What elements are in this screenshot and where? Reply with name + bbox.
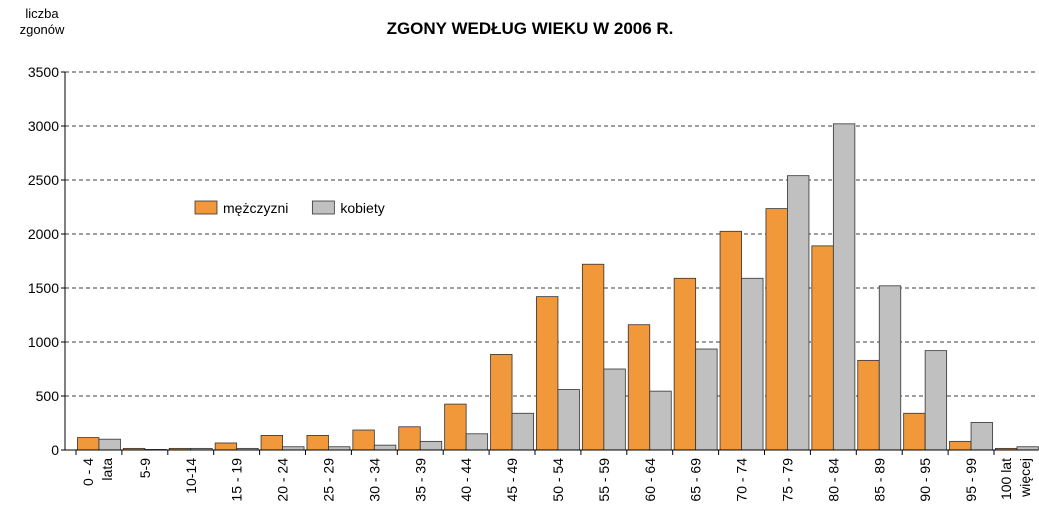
y-tick-label: 2500 xyxy=(28,172,59,188)
legend-label: mężczyzni xyxy=(223,200,288,216)
bar xyxy=(373,444,397,451)
bar xyxy=(419,440,443,451)
x-tick-label: 85 - 89 xyxy=(871,458,887,502)
x-tick-label: 0 - 4 lata xyxy=(80,458,115,486)
x-tick-label: 65 - 69 xyxy=(688,458,704,502)
bar xyxy=(557,389,580,451)
x-tick-label: 5-9 xyxy=(137,458,153,478)
bar xyxy=(857,359,880,451)
legend-label: kobiety xyxy=(340,200,384,216)
bar xyxy=(673,277,697,451)
x-tick-label: 50 - 54 xyxy=(550,458,566,502)
bar xyxy=(811,245,834,451)
bar xyxy=(603,368,626,451)
x-tick-label: 90 - 95 xyxy=(917,458,933,502)
bar xyxy=(98,438,121,451)
bar xyxy=(832,123,856,451)
y-tick-label: 500 xyxy=(36,388,60,404)
legend-swatch xyxy=(311,200,335,215)
x-tick-label: 75 - 79 xyxy=(779,458,795,502)
y-tick-label: 1000 xyxy=(28,334,59,350)
chart-title: ZGONY WEDŁUG WIEKU W 2006 R. xyxy=(387,19,674,38)
bar xyxy=(627,324,651,451)
bar xyxy=(649,390,672,451)
x-tick-label: 20 - 24 xyxy=(275,458,291,502)
y-tick-label: 2000 xyxy=(28,226,59,242)
x-tick-label: 95 - 99 xyxy=(963,458,979,502)
x-tick-label: 45 - 49 xyxy=(504,458,520,502)
bar xyxy=(465,433,489,451)
x-tick-label: 55 - 59 xyxy=(596,458,612,502)
bar xyxy=(695,348,718,451)
x-tick-label: 30 - 34 xyxy=(366,458,382,502)
x-tick-label: 35 - 39 xyxy=(412,458,428,502)
x-tick-label: 80 - 84 xyxy=(825,458,841,502)
bar xyxy=(787,175,810,451)
x-tick-label: 100 lat więcej xyxy=(998,458,1033,500)
bar xyxy=(398,426,421,451)
x-tick-label: 15 - 19 xyxy=(229,458,245,502)
bar xyxy=(581,263,605,451)
bar xyxy=(511,412,534,451)
legend-swatch xyxy=(194,200,218,215)
bar xyxy=(306,435,329,451)
bar xyxy=(352,429,375,451)
bar xyxy=(536,296,559,451)
y-tick-label: 1500 xyxy=(28,280,59,296)
bar xyxy=(949,440,972,451)
x-tick-label: 25 - 29 xyxy=(320,458,336,502)
bar xyxy=(903,412,926,451)
bar xyxy=(77,437,100,451)
bar xyxy=(260,435,283,451)
bar xyxy=(970,422,993,451)
bar xyxy=(878,285,902,451)
x-tick-label: 70 - 74 xyxy=(734,458,750,502)
y-tick-label: 3000 xyxy=(28,118,59,134)
bar xyxy=(214,442,238,451)
y-tick-label: 0 xyxy=(51,442,59,458)
bar xyxy=(924,350,948,451)
bar xyxy=(490,354,513,451)
y-tick-label: 3500 xyxy=(28,64,59,80)
bar xyxy=(719,230,742,451)
x-tick-label: 10-14 xyxy=(183,458,199,494)
bar xyxy=(765,208,788,451)
bar xyxy=(741,277,764,451)
x-tick-label: 40 - 44 xyxy=(458,458,474,502)
y-axis-label: liczba zgonów xyxy=(20,6,65,37)
bar xyxy=(444,403,467,451)
x-tick-label: 60 - 64 xyxy=(642,458,658,502)
